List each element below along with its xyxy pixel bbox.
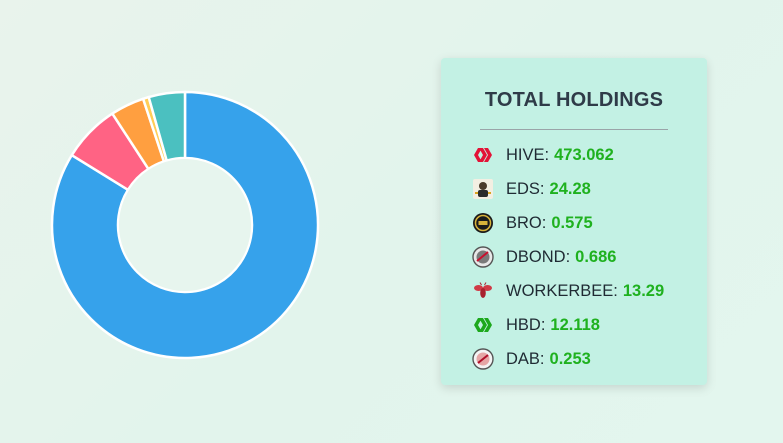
holding-row-dab: DAB: 0.253 <box>472 342 664 376</box>
donut-chart-svg <box>50 90 320 360</box>
dbond-token-icon <box>472 246 494 268</box>
holding-row-workerbee: WORKERBEE: 13.29 <box>472 274 664 308</box>
holdings-donut-chart <box>44 84 326 366</box>
hive-logo-icon <box>472 144 494 166</box>
holding-row-dbond: DBOND: 0.686 <box>472 240 664 274</box>
total-holdings-panel: TOTAL HOLDINGS HIVE: 473.062 <box>441 58 707 385</box>
donut-slice-4[interactable] <box>147 90 187 162</box>
holding-amount: 24.28 <box>549 179 591 198</box>
holding-row-bro: BRO: 0.575 <box>472 206 664 240</box>
hbd-logo-icon <box>472 314 494 336</box>
workerbee-token-icon <box>472 280 494 302</box>
title-divider <box>480 129 668 130</box>
donut-slice-0[interactable] <box>50 90 320 360</box>
holding-label: HBD: <box>506 315 546 334</box>
donut-hole <box>119 159 251 291</box>
holding-label: DBOND: <box>506 247 571 266</box>
holding-label: DAB: <box>506 349 545 368</box>
holding-amount: 0.686 <box>575 247 617 266</box>
eds-token-icon <box>472 178 494 200</box>
bro-token-icon <box>472 212 494 234</box>
holding-row-eds: EDS: 24.28 <box>472 172 664 206</box>
dab-token-icon <box>472 348 494 370</box>
holding-amount: 12.118 <box>550 315 600 334</box>
holding-label: EDS: <box>506 179 545 198</box>
holding-row-hbd: HBD: 12.118 <box>472 308 664 342</box>
holding-label: WORKERBEE: <box>506 281 618 300</box>
holding-amount: 0.575 <box>551 213 593 232</box>
panel-title: TOTAL HOLDINGS <box>484 89 664 111</box>
holding-row-hive: HIVE: 473.062 <box>472 138 664 172</box>
holding-amount: 13.29 <box>622 281 665 300</box>
holding-amount: 0.253 <box>549 349 591 368</box>
holding-amount: 473.062 <box>554 145 614 164</box>
holding-label: HIVE: <box>506 145 550 164</box>
holdings-list: HIVE: 473.062 EDS: 24.28 <box>472 138 664 376</box>
holding-label: BRO: <box>506 213 547 232</box>
